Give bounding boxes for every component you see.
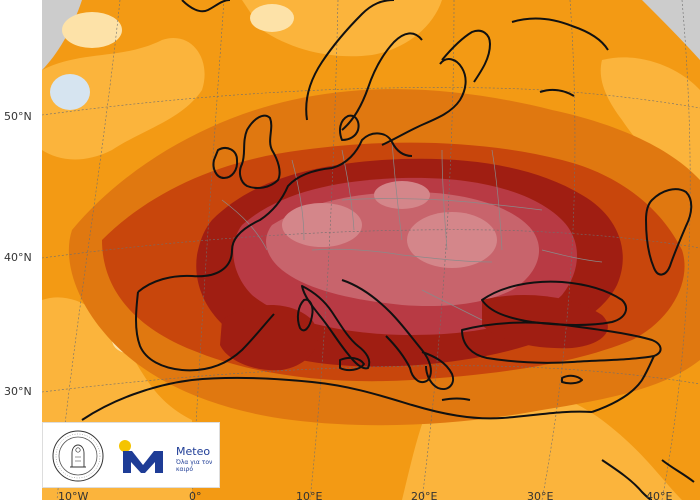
university-seal-icon: [52, 430, 104, 482]
lat-label-30n: 30°N: [4, 385, 32, 398]
lat-label-50n: 50°N: [4, 110, 32, 123]
lon-label-30e: 30°E: [527, 490, 554, 503]
pale-spot-1: [62, 12, 122, 48]
pink-hotspot-1: [282, 203, 362, 247]
coast-sweden: [341, 32, 423, 131]
coast-russia-north: [511, 17, 609, 51]
coast-corsica-sardinia: [296, 298, 314, 332]
coast-iberia-south: [135, 291, 275, 372]
brand-tagline: Όλα για τον καιρό: [176, 459, 213, 473]
outside-projection-right: [642, 0, 700, 60]
lon-label-20e: 20°E: [411, 490, 438, 503]
dark-red-patch-iberia: [220, 305, 318, 371]
heat-map: [42, 0, 700, 500]
meteo-m-logo-icon: [119, 440, 163, 473]
coast-finland: [441, 29, 491, 83]
coast-great-britain: [238, 114, 281, 189]
coast-denmark: [339, 114, 360, 141]
brand-name: Meteo: [176, 445, 211, 458]
coast-levant: [591, 355, 655, 413]
coast-greece: [421, 351, 454, 390]
lon-label-10w: 10°W: [58, 490, 89, 503]
country-borders: [221, 139, 603, 321]
pink-hotspot-2: [407, 212, 497, 268]
coast-ireland: [212, 147, 239, 179]
coast-norway: [305, 0, 395, 121]
coast-italy: [301, 285, 371, 370]
coast-black-sea: [481, 280, 628, 326]
pale-spot-2: [250, 4, 294, 32]
coast-persian-gulf: [661, 459, 695, 483]
light-region-northwest: [42, 38, 205, 160]
lon-label-0: 0°: [189, 490, 202, 503]
coast-balkans: [341, 279, 432, 384]
coast-sicily: [339, 356, 365, 372]
coast-western-europe: [137, 132, 413, 293]
coast-white-sea: [539, 88, 575, 97]
coast-red-sea: [601, 459, 653, 500]
coastlines: [81, 0, 695, 500]
coast-north-africa: [81, 376, 593, 421]
logo-panel: Meteo Όλα για τον καιρό: [42, 422, 220, 488]
temperature-anomaly-map: [42, 0, 700, 500]
coast-crete: [441, 397, 471, 401]
lon-label-40e: 40°E: [646, 490, 673, 503]
lat-label-40n: 40°N: [4, 251, 32, 264]
pink-hotspot-3: [374, 181, 430, 209]
dark-red-patch-turkey: [482, 295, 608, 349]
water-spot: [50, 74, 90, 110]
coast-cyprus: [561, 374, 583, 385]
coast-baltic: [381, 58, 467, 146]
coast-caspian: [645, 188, 693, 276]
lon-label-10e: 10°E: [296, 490, 323, 503]
coast-arctic: [181, 0, 231, 13]
